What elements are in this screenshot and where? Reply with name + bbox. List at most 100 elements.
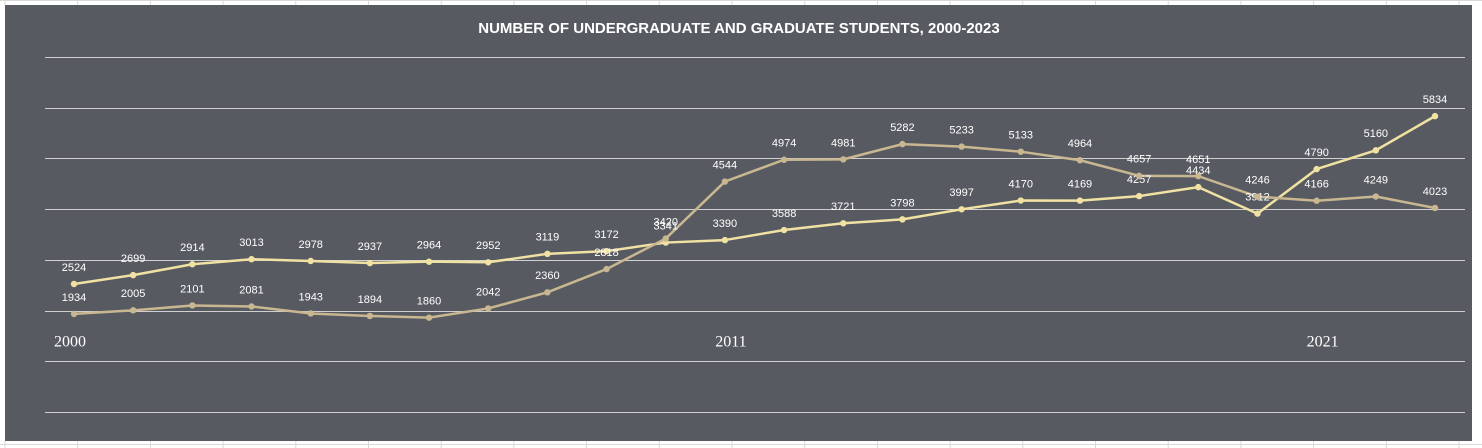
data-point xyxy=(189,261,196,268)
data-point xyxy=(544,289,551,296)
data-label: 5133 xyxy=(1009,130,1033,142)
data-point xyxy=(721,178,729,185)
data-point xyxy=(899,216,906,223)
data-label: 2360 xyxy=(535,270,559,282)
data-point xyxy=(1195,183,1202,191)
data-label: 4657 xyxy=(1127,154,1151,166)
data-point xyxy=(544,250,551,258)
data-label: 3013 xyxy=(239,237,263,249)
data-label: 4023 xyxy=(1423,186,1447,198)
data-point xyxy=(129,307,137,314)
data-label: 3390 xyxy=(713,218,737,230)
data-point xyxy=(958,206,965,213)
data-label: 4257 xyxy=(1127,174,1151,186)
data-point xyxy=(1254,210,1261,217)
data-point xyxy=(899,140,906,148)
data-label: 2042 xyxy=(476,286,500,298)
series-line xyxy=(73,115,1436,286)
data-label: 3798 xyxy=(890,197,914,209)
data-point xyxy=(1372,147,1380,154)
data-point xyxy=(307,257,314,265)
data-point xyxy=(1017,148,1024,155)
data-label: 4964 xyxy=(1068,138,1092,150)
data-point xyxy=(840,220,847,227)
data-label: 2699 xyxy=(121,253,145,265)
data-label: 4974 xyxy=(772,138,796,150)
data-point xyxy=(1017,197,1024,204)
data-point xyxy=(958,143,965,150)
data-point xyxy=(1431,204,1439,212)
data-point xyxy=(603,265,610,273)
data-label: 3721 xyxy=(831,201,855,213)
data-point xyxy=(248,303,255,310)
data-label: 3997 xyxy=(949,187,973,199)
data-label: 2914 xyxy=(180,242,204,254)
data-point xyxy=(1135,172,1143,180)
x-tick-label: 2000 xyxy=(54,334,86,351)
data-point xyxy=(485,305,492,312)
data-label: 3119 xyxy=(536,232,560,244)
data-label: 4434 xyxy=(1186,165,1210,177)
data-point xyxy=(840,156,847,163)
data-point xyxy=(1431,112,1439,120)
data-label: 2101 xyxy=(180,283,204,295)
data-point xyxy=(1372,193,1380,200)
data-label: 1860 xyxy=(417,296,441,308)
data-label: 4246 xyxy=(1245,175,1269,187)
data-point xyxy=(307,310,314,317)
data-point xyxy=(70,280,78,288)
data-label: 3420 xyxy=(653,216,677,228)
data-label: 4249 xyxy=(1364,174,1388,186)
data-point xyxy=(189,302,196,309)
data-label: 3341 xyxy=(653,220,677,232)
data-point xyxy=(780,226,788,234)
data-point xyxy=(425,314,433,321)
data-label: 2005 xyxy=(121,288,145,300)
data-point xyxy=(248,255,255,263)
data-label: 5160 xyxy=(1364,128,1388,140)
data-point xyxy=(1195,172,1202,180)
data-label: 3588 xyxy=(772,208,796,220)
data-point xyxy=(603,247,610,255)
data-point xyxy=(721,236,729,244)
data-label: 1934 xyxy=(62,292,86,304)
series-line xyxy=(73,142,1436,319)
data-label: 4790 xyxy=(1304,147,1328,159)
data-label: 5233 xyxy=(949,125,973,137)
chart-area xyxy=(5,5,1472,441)
data-label: 5834 xyxy=(1423,94,1447,106)
x-tick-label: 2011 xyxy=(715,334,746,351)
data-point xyxy=(1254,193,1261,200)
x-tick-label: 2021 xyxy=(1307,334,1339,351)
data-point xyxy=(129,271,137,279)
data-label: 2952 xyxy=(476,240,500,252)
data-label: 4166 xyxy=(1304,179,1328,191)
data-label: 2937 xyxy=(358,241,382,253)
data-label: 4981 xyxy=(831,137,855,149)
data-label: 4651 xyxy=(1186,154,1210,166)
data-label: 2081 xyxy=(239,284,263,296)
data-point xyxy=(70,310,78,318)
data-point xyxy=(780,156,788,163)
chart-title: NUMBER OF UNDERGRADUATE AND GRADUATE STU… xyxy=(478,20,999,37)
data-point xyxy=(366,259,374,267)
data-label: 3172 xyxy=(594,229,618,241)
data-label: 4170 xyxy=(1009,178,1033,190)
data-point xyxy=(366,312,374,320)
data-point xyxy=(425,258,433,265)
data-point xyxy=(1313,165,1320,173)
data-label: 4169 xyxy=(1068,178,1092,190)
data-point xyxy=(1313,197,1320,204)
data-point xyxy=(662,235,669,242)
data-label: 2818 xyxy=(594,247,618,259)
data-point xyxy=(485,259,492,266)
data-label: 2978 xyxy=(298,239,322,251)
data-label: 4544 xyxy=(713,159,737,171)
data-label: 2524 xyxy=(62,262,86,274)
data-label: 1894 xyxy=(358,294,382,306)
data-point xyxy=(1076,197,1084,204)
data-point xyxy=(1076,157,1084,164)
